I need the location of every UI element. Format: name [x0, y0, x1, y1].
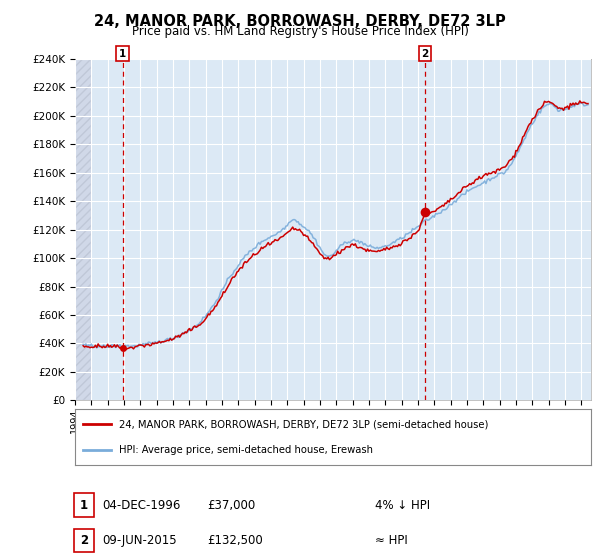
Text: 2: 2 — [421, 49, 429, 59]
Text: 1: 1 — [80, 498, 88, 512]
Text: 09-JUN-2015: 09-JUN-2015 — [102, 534, 176, 547]
Text: £132,500: £132,500 — [207, 534, 263, 547]
Text: 04-DEC-1996: 04-DEC-1996 — [102, 498, 181, 512]
Text: HPI: Average price, semi-detached house, Erewash: HPI: Average price, semi-detached house,… — [119, 445, 373, 455]
Text: Price paid vs. HM Land Registry's House Price Index (HPI): Price paid vs. HM Land Registry's House … — [131, 25, 469, 38]
Text: 4% ↓ HPI: 4% ↓ HPI — [375, 498, 430, 512]
Text: £37,000: £37,000 — [207, 498, 255, 512]
Text: 1: 1 — [119, 49, 127, 59]
Text: 24, MANOR PARK, BORROWASH, DERBY, DE72 3LP: 24, MANOR PARK, BORROWASH, DERBY, DE72 3… — [94, 14, 506, 29]
Text: ≈ HPI: ≈ HPI — [375, 534, 408, 547]
Text: 24, MANOR PARK, BORROWASH, DERBY, DE72 3LP (semi-detached house): 24, MANOR PARK, BORROWASH, DERBY, DE72 3… — [119, 419, 488, 430]
Text: 2: 2 — [80, 534, 88, 547]
